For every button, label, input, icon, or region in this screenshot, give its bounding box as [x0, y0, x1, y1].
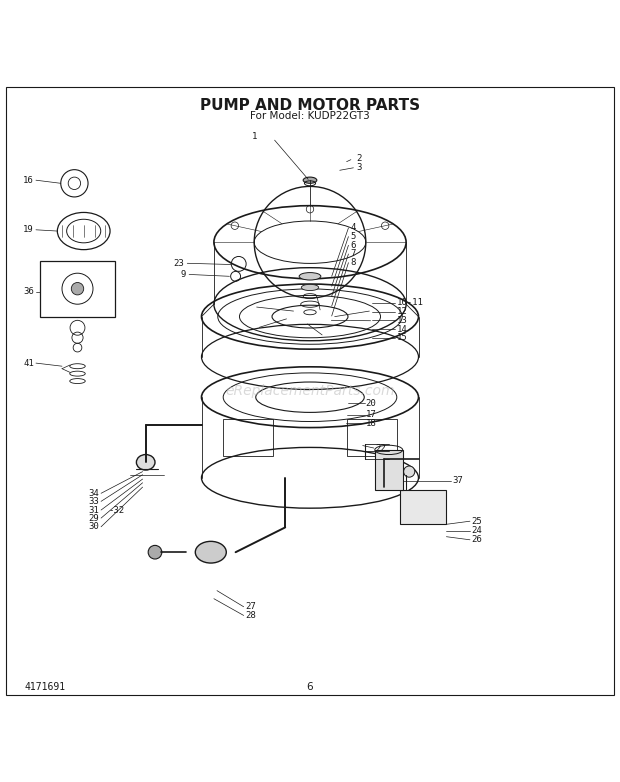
Text: 25: 25: [471, 517, 482, 526]
Text: 5: 5: [350, 232, 356, 241]
Ellipse shape: [136, 454, 155, 470]
Text: 13: 13: [397, 316, 407, 325]
Text: 37: 37: [453, 476, 463, 486]
Text: 33: 33: [89, 497, 99, 506]
Text: 1: 1: [252, 132, 257, 142]
Ellipse shape: [303, 177, 317, 183]
Ellipse shape: [148, 545, 162, 559]
Text: 28: 28: [245, 611, 255, 620]
Text: 7: 7: [350, 249, 356, 259]
Text: PUMP AND MOTOR PARTS: PUMP AND MOTOR PARTS: [200, 99, 420, 113]
Text: 6: 6: [307, 683, 313, 692]
Text: 27: 27: [245, 602, 255, 612]
Text: 34: 34: [89, 489, 99, 498]
Text: 20: 20: [366, 399, 376, 408]
Text: 4171691: 4171691: [25, 683, 66, 692]
Ellipse shape: [299, 273, 321, 280]
Text: 4: 4: [350, 224, 356, 232]
Text: 23: 23: [174, 259, 184, 267]
Text: 15: 15: [397, 333, 407, 343]
Text: 17: 17: [366, 410, 376, 419]
Text: 31: 31: [89, 505, 99, 515]
Ellipse shape: [195, 541, 226, 563]
Text: 6: 6: [350, 241, 356, 249]
Text: 9: 9: [180, 270, 186, 279]
Text: 16: 16: [24, 176, 34, 185]
Text: 24: 24: [471, 526, 482, 535]
Text: 29: 29: [89, 514, 99, 522]
Text: 19: 19: [24, 225, 34, 235]
Text: eReplacementParts.com: eReplacementParts.com: [225, 384, 395, 398]
Text: 18: 18: [366, 418, 376, 428]
Bar: [400, 490, 446, 524]
Text: 3: 3: [356, 163, 362, 172]
Ellipse shape: [301, 285, 319, 291]
Text: 12: 12: [397, 307, 407, 316]
Text: 36: 36: [24, 287, 34, 296]
Bar: [347, 419, 397, 456]
Bar: [375, 450, 403, 490]
Text: 26: 26: [471, 536, 482, 544]
Text: 41: 41: [24, 359, 34, 368]
Text: 2: 2: [356, 154, 362, 163]
Ellipse shape: [404, 466, 415, 477]
Text: 8: 8: [350, 258, 356, 267]
Bar: [223, 419, 273, 456]
Circle shape: [71, 282, 84, 295]
Text: 30: 30: [89, 522, 99, 531]
Text: 22: 22: [375, 443, 386, 453]
Text: For Model: KUDP22GT3: For Model: KUDP22GT3: [250, 111, 370, 120]
Text: -32: -32: [108, 505, 125, 515]
Text: 10-11: 10-11: [397, 299, 423, 307]
Text: 14: 14: [397, 325, 407, 333]
Bar: [40, 261, 115, 317]
